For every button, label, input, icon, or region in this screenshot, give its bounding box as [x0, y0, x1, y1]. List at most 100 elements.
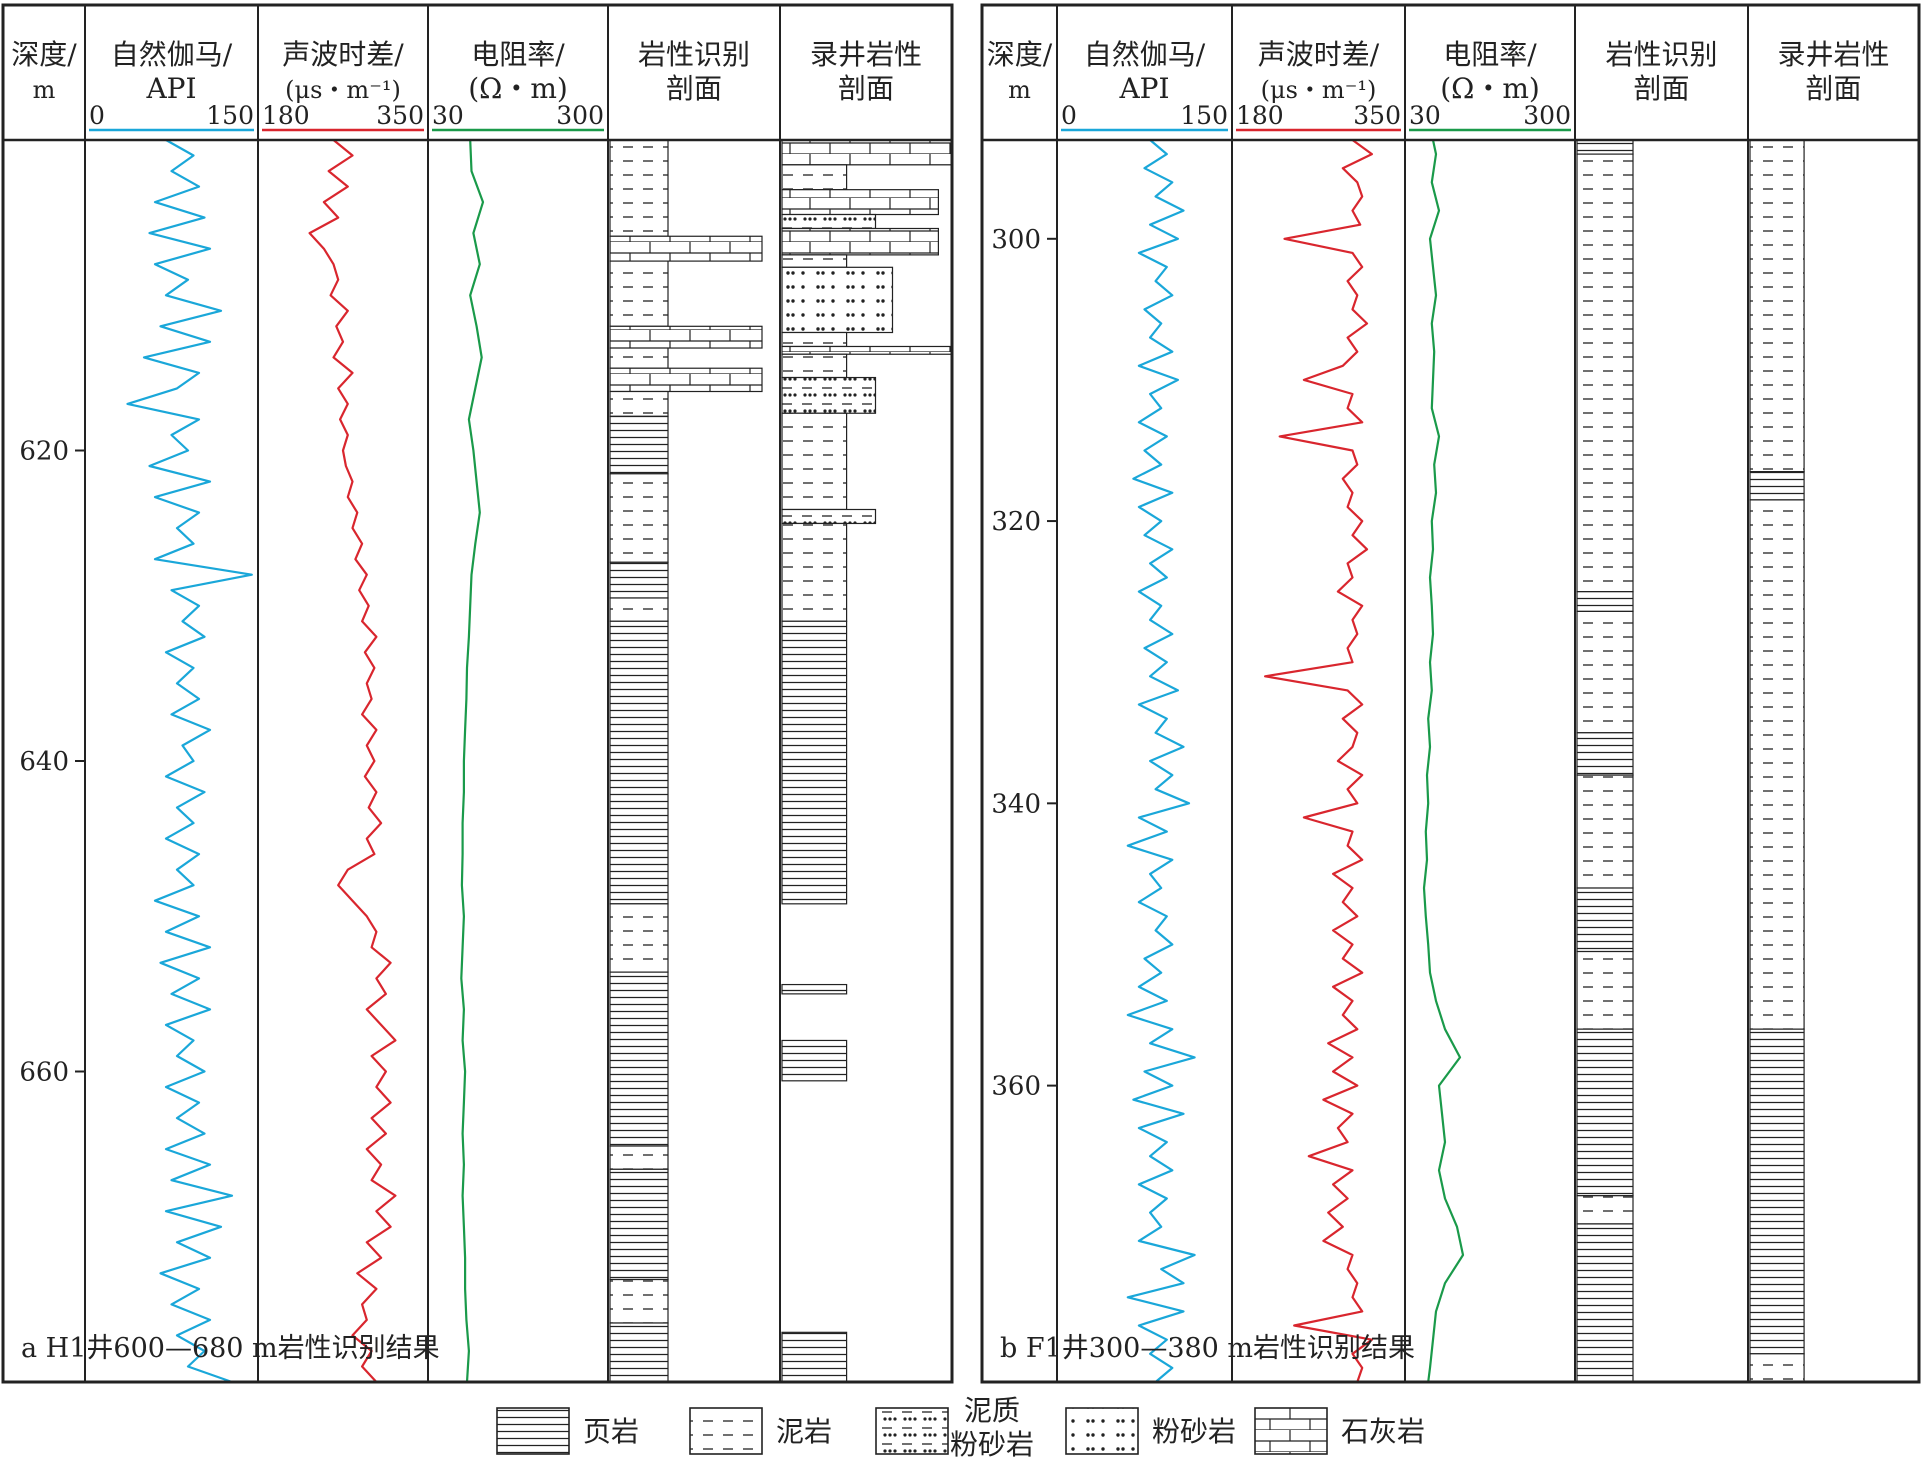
interval-mudstone	[609, 473, 669, 563]
depth-unit: m	[33, 76, 56, 104]
track-title-rt: 电阻率/	[471, 38, 565, 71]
interval-shale	[609, 971, 669, 1147]
track-unit-rt: (Ω・m)	[468, 72, 568, 105]
depth-tick-label: 320	[991, 507, 1041, 537]
curve-rt	[1422, 139, 1465, 1383]
track-unit-ac: (μs・m⁻¹)	[1261, 76, 1377, 104]
interval-mudstone	[1749, 1353, 1805, 1383]
interval-shale	[1576, 887, 1634, 953]
legend-label-muddy_siltstone: 泥质	[964, 1394, 1020, 1427]
legend-label-muddy_siltstone: 粉砂岩	[950, 1428, 1034, 1461]
interval-shale	[609, 561, 669, 599]
panel-caption: b F1井300—380 m岩性识别结果	[1000, 1333, 1415, 1364]
track-title-gr: 自然伽马/	[1084, 38, 1206, 71]
track-title-ac: 声波时差/	[282, 38, 404, 71]
legend-swatch-shale	[496, 1407, 570, 1455]
interval-mudstone	[609, 260, 669, 327]
interval-limestone	[781, 189, 939, 216]
depth-tick-label: 640	[19, 747, 69, 777]
curve-ac	[308, 139, 397, 1383]
scale-min-gr: 0	[1061, 101, 1077, 130]
interval-mudstone	[781, 254, 848, 268]
interval-limestone	[609, 325, 763, 349]
interval-mudstone	[781, 331, 848, 348]
interval-shale	[609, 1168, 669, 1281]
depth-unit: m	[1008, 76, 1031, 104]
scale-max-rt: 300	[1523, 101, 1571, 130]
depth-header: 深度/	[987, 38, 1053, 71]
interval-mudstone	[609, 1278, 669, 1324]
lithology-column-ident	[1576, 139, 1634, 1383]
interval-mudstone	[781, 353, 848, 379]
legend-label-shale: 页岩	[583, 1415, 639, 1448]
track-unit-ident: 剖面	[1633, 72, 1689, 105]
depth-tick-label: 340	[991, 789, 1041, 819]
interval-mudstone	[1576, 774, 1634, 889]
interval-mudstone	[609, 347, 669, 369]
track-unit-rt: (Ω・m)	[1440, 72, 1540, 105]
track-header-gr: 自然伽马/API 0 150	[1061, 38, 1228, 132]
interval-mudstone	[1576, 950, 1634, 1030]
legend-swatch-siltstone	[1065, 1407, 1139, 1455]
interval-siltstone	[781, 266, 894, 334]
interval-shale	[781, 983, 848, 995]
interval-limestone	[609, 367, 763, 393]
track-header-rt: 电阻率/(Ω・m)30 300	[1409, 38, 1571, 132]
panel-border	[1, 3, 954, 1384]
legend-swatch-limestone	[1254, 1407, 1328, 1455]
legend-swatch-mudstone	[689, 1407, 763, 1455]
curve-gr	[1126, 139, 1196, 1383]
interval-shale	[609, 415, 669, 475]
lithology-column-ident	[609, 139, 763, 1383]
panel-a: 自然伽马/API 0 150 声波时差/ (μs・m⁻¹)180 350 电阻率/(Ω・m)…	[1, 3, 954, 1384]
interval-mudstone	[1749, 139, 1805, 473]
interval-muddy_siltstone	[781, 213, 877, 230]
scale-max-ac: 350	[376, 101, 424, 130]
interval-limestone	[609, 235, 763, 262]
lithology-column-log	[781, 139, 953, 1383]
interval-mudstone	[609, 390, 669, 417]
lithology-column-log	[1749, 139, 1805, 1383]
interval-shale	[1576, 139, 1634, 155]
interval-limestone	[781, 139, 953, 166]
interval-limestone	[781, 227, 939, 256]
track-unit-gr: API	[145, 72, 196, 105]
interval-shale	[1576, 1028, 1634, 1197]
curve-gr	[126, 139, 253, 1384]
interval-shale	[1576, 732, 1634, 776]
interval-shale	[1576, 591, 1634, 612]
panel-caption: a H1井600—680 m岩性识别结果	[21, 1333, 440, 1364]
interval-muddy_siltstone	[781, 508, 877, 525]
panel-b: 自然伽马/API 0 150 声波时差/ (μs・m⁻¹)180 350 电阻率/(Ω・m)…	[980, 3, 1921, 1384]
track-unit-log: 剖面	[1805, 72, 1861, 105]
track-title-ac: 声波时差/	[1258, 38, 1380, 71]
scale-max-gr: 150	[206, 101, 254, 130]
interval-mudstone	[781, 412, 848, 511]
interval-mudstone	[781, 164, 848, 191]
interval-shale	[1576, 1223, 1634, 1383]
curve-rt	[460, 139, 485, 1383]
scale-min-gr: 0	[89, 101, 105, 130]
track-unit-gr: API	[1118, 72, 1169, 105]
interval-mudstone	[609, 139, 669, 237]
curve-ac	[1263, 139, 1374, 1383]
legend-label-mudstone: 泥岩	[776, 1415, 832, 1448]
track-unit-ident: 剖面	[666, 72, 722, 105]
interval-shale	[781, 1039, 848, 1082]
interval-shale	[609, 620, 669, 905]
track-title-gr: 自然伽马/	[111, 38, 233, 71]
scale-max-gr: 150	[1180, 101, 1228, 130]
interval-mudstone	[609, 597, 669, 622]
interval-mudstone	[1576, 153, 1634, 593]
interval-mudstone	[1749, 499, 1805, 1030]
depth-tick-label: 360	[991, 1072, 1041, 1102]
scale-max-rt: 300	[556, 101, 604, 130]
track-header-ac: 声波时差/ (μs・m⁻¹)180 350	[1236, 38, 1401, 132]
depth-header: 深度/	[11, 38, 77, 71]
interval-limestone	[781, 345, 953, 355]
legend-label-limestone: 石灰岩	[1341, 1415, 1425, 1448]
track-unit-log: 剖面	[838, 72, 894, 105]
